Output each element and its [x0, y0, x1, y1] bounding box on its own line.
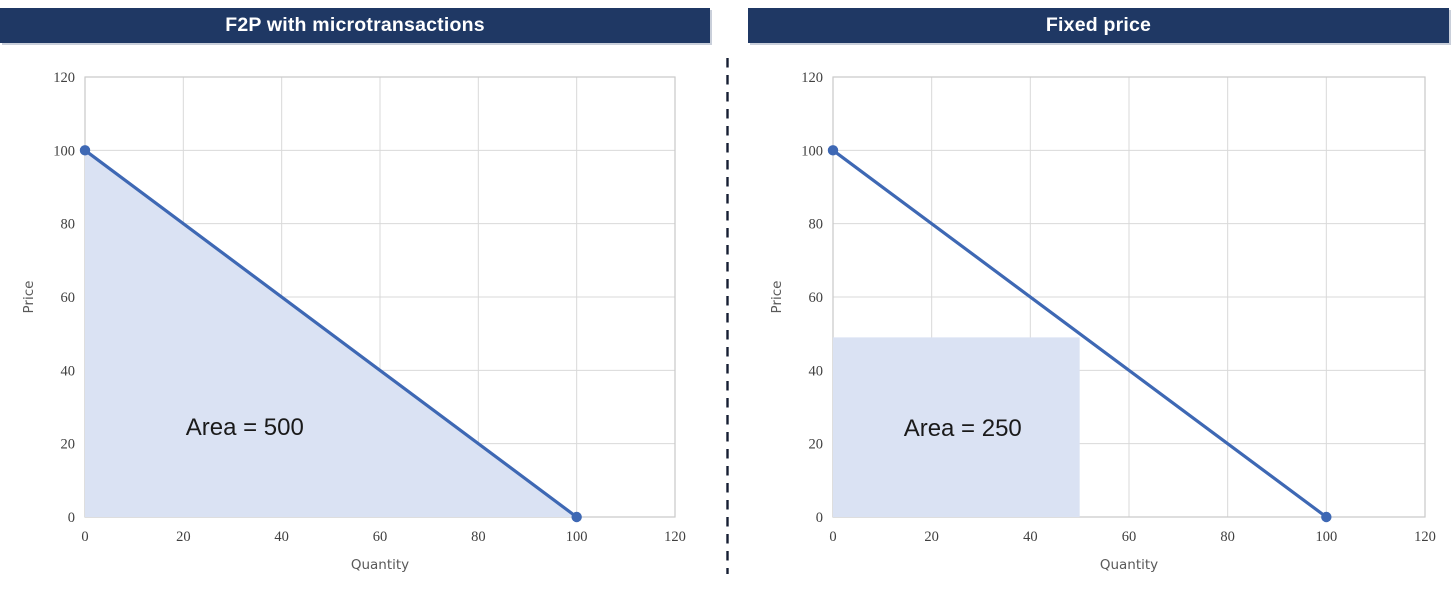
y-axis-tick-label: 80 — [809, 217, 824, 233]
x-axis-tick-label: 20 — [924, 529, 939, 545]
y-axis-tick-label: 0 — [816, 510, 823, 526]
x-axis-tick-label: 100 — [1315, 529, 1337, 545]
data-point-marker — [827, 145, 839, 156]
chart-panel-1: 0 20 40 60 80 100 120 0 20 40 60 80 100 120 Quantity Pr… — [769, 70, 1436, 573]
x-axis-tick-label: 100 — [566, 529, 588, 545]
y-axis-tick-label: 20 — [61, 437, 76, 453]
demand-curve-line — [831, 148, 1328, 519]
y-axis-tick-label: 0 — [68, 510, 75, 526]
y-axis-tick-label: 120 — [53, 70, 75, 86]
shaded-area-region — [833, 337, 1080, 517]
y-axis-tick-label: 120 — [801, 70, 823, 86]
chart-panel-0: 0 20 40 60 80 100 120 0 20 40 60 80 100 120 Quantity Pr… — [21, 70, 686, 573]
panel-title-fixed-price: Fixed price — [748, 8, 1449, 43]
y-axis-tick-label: 40 — [61, 363, 76, 379]
y-axis-tick-label: 100 — [801, 143, 823, 159]
y-axis-tick-label: 60 — [809, 290, 824, 306]
x-axis-tick-label: 60 — [373, 529, 388, 545]
y-axis-tick-label: 20 — [809, 437, 824, 453]
x-axis-tick-label: 20 — [176, 529, 191, 545]
plot-area-border — [832, 76, 1426, 518]
data-point-marker — [571, 511, 582, 523]
x-axis-tick-label: 80 — [1220, 529, 1235, 545]
panel-title-f2p-with-microtransactions: F2P with microtransactions — [0, 8, 710, 43]
y-axis-tick-label: 100 — [53, 143, 75, 159]
y-axis-tick-label: 80 — [61, 217, 76, 233]
x-axis-tick-label: 120 — [1414, 529, 1436, 545]
x-axis-tick-label: 40 — [1023, 529, 1038, 545]
data-point-marker — [79, 145, 91, 156]
x-axis-title: Quantity — [1100, 557, 1158, 573]
x-axis-tick-label: 0 — [829, 529, 836, 545]
area-annotation-label: Area = 500 — [186, 414, 304, 441]
y-axis-title: Price — [769, 281, 785, 314]
x-axis-tick-label: 120 — [664, 529, 686, 545]
y-axis-tick-label: 40 — [809, 363, 824, 379]
x-axis-title: Quantity — [351, 557, 409, 573]
y-axis-title: Price — [21, 281, 37, 314]
area-annotation-label: Area = 250 — [904, 415, 1022, 442]
y-axis-tick-label: 60 — [61, 290, 76, 306]
x-axis-tick-label: 0 — [81, 529, 88, 545]
x-axis-tick-label: 40 — [274, 529, 289, 545]
x-axis-tick-label: 80 — [471, 529, 486, 545]
demand-curve-line — [83, 148, 579, 519]
data-point-marker — [1321, 511, 1332, 523]
x-axis-tick-label: 60 — [1122, 529, 1137, 545]
